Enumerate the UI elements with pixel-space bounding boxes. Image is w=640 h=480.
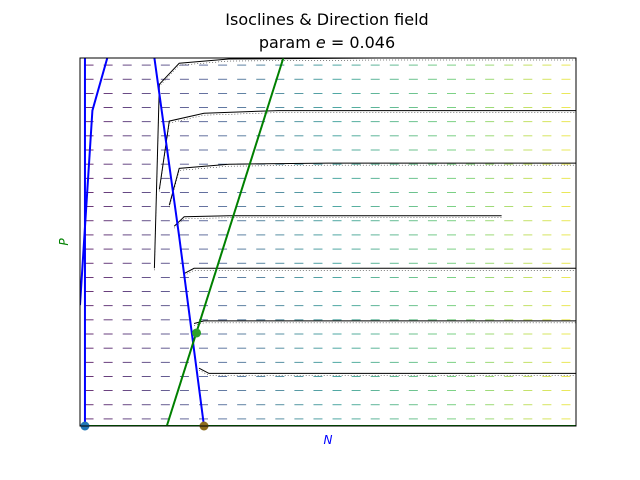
trajectory-line [173, 215, 502, 227]
trajectory-line [198, 367, 576, 374]
plot-frame [79, 57, 577, 427]
trajectory-dotted [194, 322, 576, 326]
trajectory-line [153, 58, 576, 269]
trajectory-dotted [159, 112, 576, 192]
direction-field [84, 64, 571, 420]
chart-subtitle: param e = 0.046 [259, 33, 395, 52]
trajectory-dotted [169, 164, 576, 208]
trajectory-dotted [184, 270, 576, 276]
trajectory-line [183, 267, 576, 274]
equilibria [80, 328, 209, 431]
trajectory-line [168, 162, 576, 206]
isocline-P-isocline-sloped [165, 58, 285, 426]
trajectory-dotted [154, 59, 576, 271]
trajectory-dotted [198, 369, 576, 376]
trajectory-dotted [174, 217, 502, 229]
isoclines [80, 58, 576, 426]
isocline-N-isocline-descending [153, 58, 205, 426]
x-axis-label: N [324, 433, 333, 447]
chart-title: Isoclines & Direction field [225, 10, 428, 29]
y-axis-label: P [57, 238, 71, 246]
trajectories [153, 58, 576, 376]
equilibrium-point-coexistence [192, 328, 202, 338]
trajectory-line [158, 110, 576, 190]
isocline-N-isocline-hump [80, 58, 109, 306]
